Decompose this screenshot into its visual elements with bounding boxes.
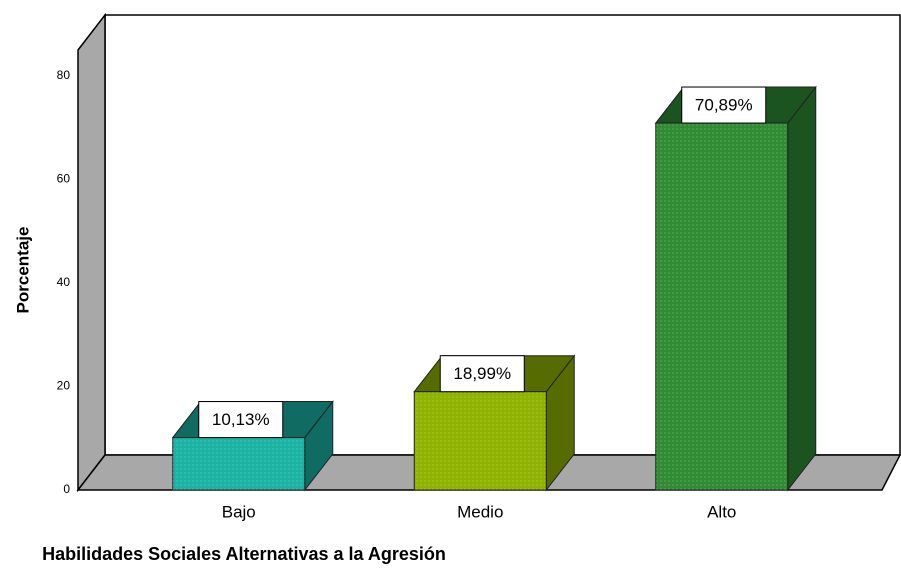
x-tick-label: Alto: [707, 502, 736, 521]
value-label-box: [439, 355, 525, 393]
bar-texture: [655, 123, 788, 490]
value-label: 18,99%: [453, 364, 511, 383]
y-tick-label: 0: [63, 482, 70, 496]
bar-texture: [414, 391, 547, 490]
x-tick-label: Bajo: [222, 502, 256, 521]
bar-side: [787, 85, 817, 492]
y-tick-label: 20: [57, 379, 71, 393]
value-label: 70,89%: [695, 96, 753, 115]
bar-texture: [172, 437, 305, 490]
bar: [654, 85, 817, 492]
y-tick-label: 60: [57, 172, 71, 186]
value-label-box: [198, 401, 284, 439]
value-label: 10,13%: [212, 410, 270, 429]
y-axis-title: Porcentaje: [13, 227, 32, 314]
side-wall: [77, 12, 106, 493]
x-axis-title: Habilidades Sociales Alternativas a la A…: [42, 544, 446, 564]
value-label-box: [681, 86, 767, 124]
y-tick-label: 40: [57, 275, 71, 289]
x-tick-label: Medio: [457, 502, 503, 521]
y-tick-label: 80: [57, 68, 71, 82]
